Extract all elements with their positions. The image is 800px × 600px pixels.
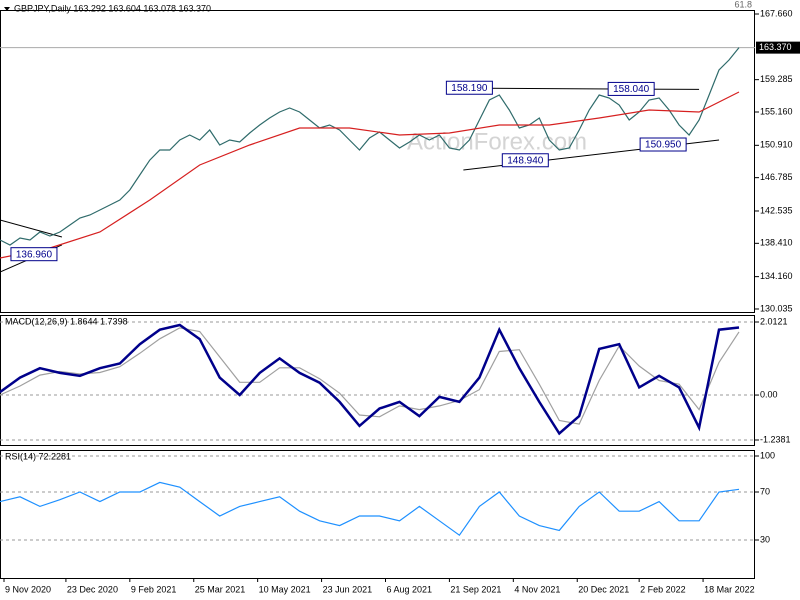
annotation-box bbox=[639, 137, 687, 152]
annotation-label: 148.940 bbox=[507, 155, 544, 166]
panel-marker bbox=[4, 7, 10, 11]
x-tick-label: 6 Aug 2021 bbox=[386, 584, 432, 594]
annotation-label: 150.950 bbox=[645, 140, 682, 151]
y-tick-label: 138.410 bbox=[760, 238, 793, 248]
y-tick-label: -1.2381 bbox=[760, 434, 791, 444]
annotation-box bbox=[10, 247, 58, 262]
x-tick-label: 25 Mar 2021 bbox=[195, 584, 246, 594]
series-line bbox=[0, 91, 740, 259]
x-tick-label: 20 Dec 2021 bbox=[578, 584, 629, 594]
y-tick-label: 159.285 bbox=[760, 74, 793, 84]
x-tick-label: 18 Mar 2022 bbox=[704, 584, 755, 594]
series-line bbox=[0, 481, 740, 537]
x-tick-label: 2 Feb 2022 bbox=[640, 584, 686, 594]
y-tick-label: 130.035 bbox=[760, 303, 793, 313]
series-line bbox=[0, 47, 740, 246]
x-tick-label: 23 Dec 2020 bbox=[67, 584, 118, 594]
price-panel bbox=[0, 10, 755, 313]
y-tick-label: 155.160 bbox=[760, 106, 793, 116]
annotation-box bbox=[607, 81, 655, 96]
y-tick-label: 100 bbox=[760, 450, 775, 460]
x-tick-label: 10 May 2021 bbox=[259, 584, 311, 594]
macd-panel bbox=[0, 315, 755, 446]
y-tick-label: 167.660 bbox=[760, 8, 793, 18]
y-tick-label: 134.160 bbox=[760, 271, 793, 281]
y-tick-label: 146.785 bbox=[760, 172, 793, 182]
panel-title: GBPJPY,Daily 163.292 163.604 163.078 163… bbox=[14, 3, 211, 13]
x-tick-label: 4 Nov 2021 bbox=[514, 584, 560, 594]
annotation-label: 158.190 bbox=[451, 83, 488, 94]
series-line bbox=[0, 323, 740, 436]
annotation-label: 136.960 bbox=[16, 249, 53, 260]
x-tick-label: 21 Sep 2021 bbox=[450, 584, 501, 594]
current-price-label: 163.370 bbox=[759, 42, 792, 52]
panel-title: MACD(12,26,9) 1.8644 1.7398 bbox=[5, 316, 128, 326]
y-tick-label: 30 bbox=[760, 534, 770, 544]
annotation-box bbox=[445, 80, 493, 95]
fib-label: 61.8 bbox=[734, 0, 752, 9]
trendline bbox=[0, 219, 63, 238]
rsi-panel bbox=[0, 450, 755, 579]
x-tick-label: 9 Nov 2020 bbox=[5, 584, 51, 594]
y-tick-label: 150.910 bbox=[760, 140, 793, 150]
y-tick-label: 0.00 bbox=[760, 389, 778, 399]
y-tick-label: 2.0121 bbox=[760, 316, 788, 326]
y-tick-label: 70 bbox=[760, 486, 770, 496]
current-price-box bbox=[756, 41, 800, 54]
x-tick-label: 23 Jun 2021 bbox=[323, 584, 373, 594]
annotation-label: 158.040 bbox=[613, 84, 650, 95]
x-tick-label: 9 Feb 2021 bbox=[131, 584, 177, 594]
watermark: ActionForex.com bbox=[407, 128, 587, 155]
trendline bbox=[485, 87, 700, 90]
panel-title: RSI(14) 72.2281 bbox=[5, 451, 71, 461]
y-tick-label: 142.535 bbox=[760, 205, 793, 215]
annotation-box bbox=[501, 153, 549, 168]
